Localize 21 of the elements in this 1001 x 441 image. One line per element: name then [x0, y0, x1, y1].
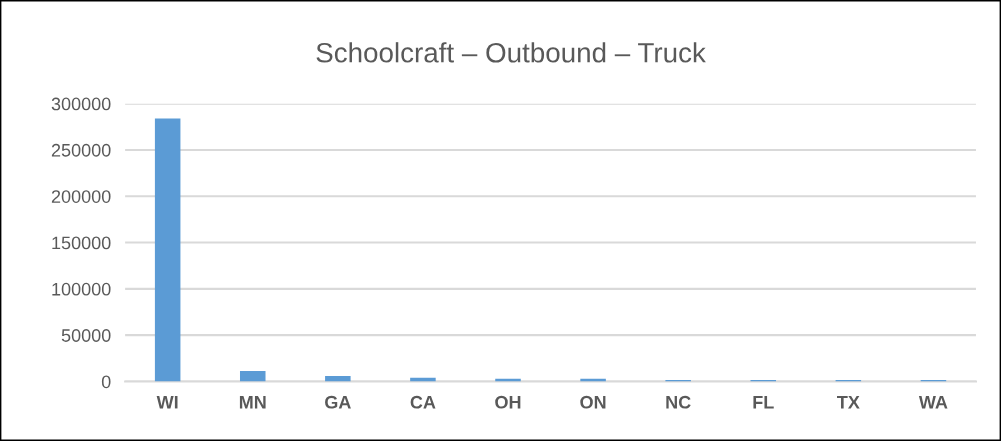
x-tick-label: GA	[325, 395, 351, 409]
x-tick-label: OH	[495, 395, 521, 409]
y-tick-label: 300000	[51, 97, 111, 111]
x-tick-label: MN	[239, 396, 266, 409]
y-tick-label: 0	[101, 375, 111, 389]
bar	[239, 371, 266, 382]
x-tick-label: NC	[666, 395, 691, 409]
x-tick-label: WA	[918, 396, 948, 409]
x-tick-label: FL	[753, 396, 774, 409]
y-tick-label: 200000	[51, 190, 111, 203]
bar	[325, 376, 351, 382]
chart-title: Schoolcraft – Outbound – Truck	[316, 42, 706, 63]
x-tick-label: TX	[837, 396, 860, 409]
y-tick-label: 250000	[51, 143, 111, 157]
y-tick-label: 50000	[61, 329, 111, 342]
x-tick-label: CA	[410, 395, 436, 409]
y-tick-label: 150000	[52, 236, 111, 250]
y-tick-label: 100000	[52, 282, 111, 296]
bar	[154, 118, 181, 382]
x-tick-label: WI	[156, 396, 178, 409]
x-tick-label: ON	[580, 395, 606, 409]
